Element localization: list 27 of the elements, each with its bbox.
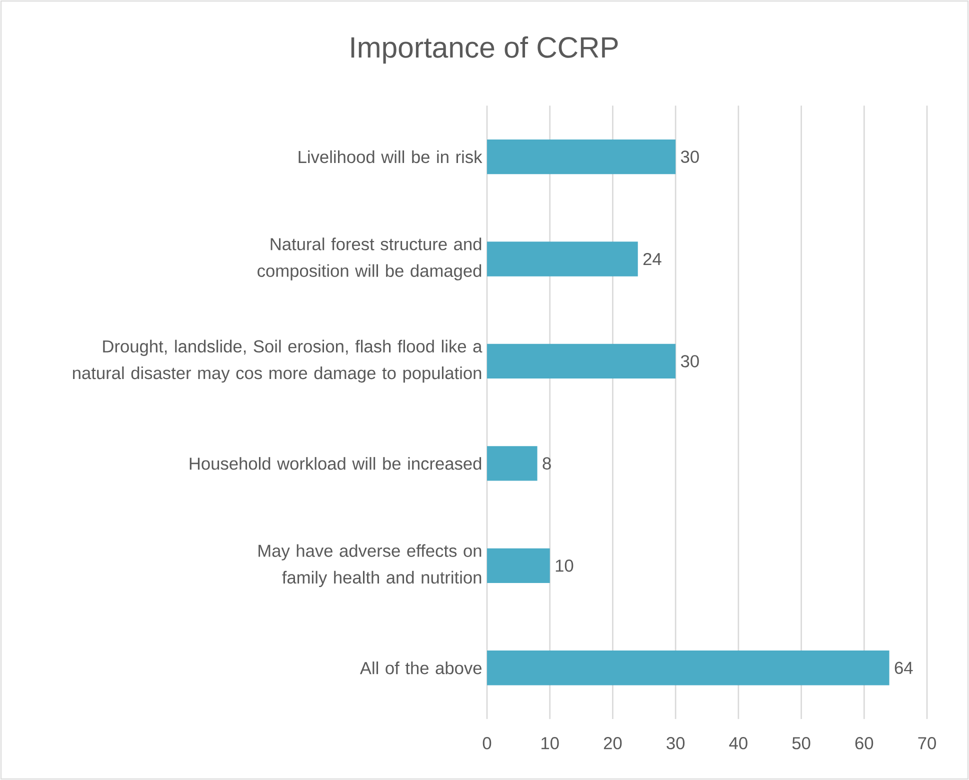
x-tick-label: 50 [792,737,810,750]
bar [487,344,676,379]
x-tick-label: 40 [729,737,748,750]
y-tick-label: Household workload will be increased [190,457,482,470]
x-tick-label: 30 [666,737,685,750]
y-tick-label: Drought, landslide, Soil erosion, flash flood like a natural disaster may cos more damage to population [73,340,482,383]
x-tick-label: 0 [482,737,492,750]
chart-title: Importance of CCRP [351,36,618,64]
y-tick-label: All of the above [360,662,482,674]
x-tick-label: 10 [542,737,559,750]
data-label: 30 [680,150,699,163]
data-label: 30 [680,355,699,368]
x-tick-label: 20 [604,737,622,750]
y-tick-label: May have adverse effects on family health and nutrition [258,544,482,588]
bar [487,242,638,276]
bar [487,650,890,686]
y-tick-label: Natural forest structure and composition will be damaged [258,238,482,280]
data-label: 24 [643,252,662,266]
data-label: 8 [542,457,551,470]
data-label: 64 [894,662,913,674]
bar [487,139,676,174]
bar [487,548,550,583]
x-tick-label: 60 [855,737,874,750]
y-tick-label: Livelihood will be in risk [298,150,482,164]
x-tick-label: 70 [918,737,936,750]
bar [487,446,538,481]
data-label: 10 [556,560,574,572]
